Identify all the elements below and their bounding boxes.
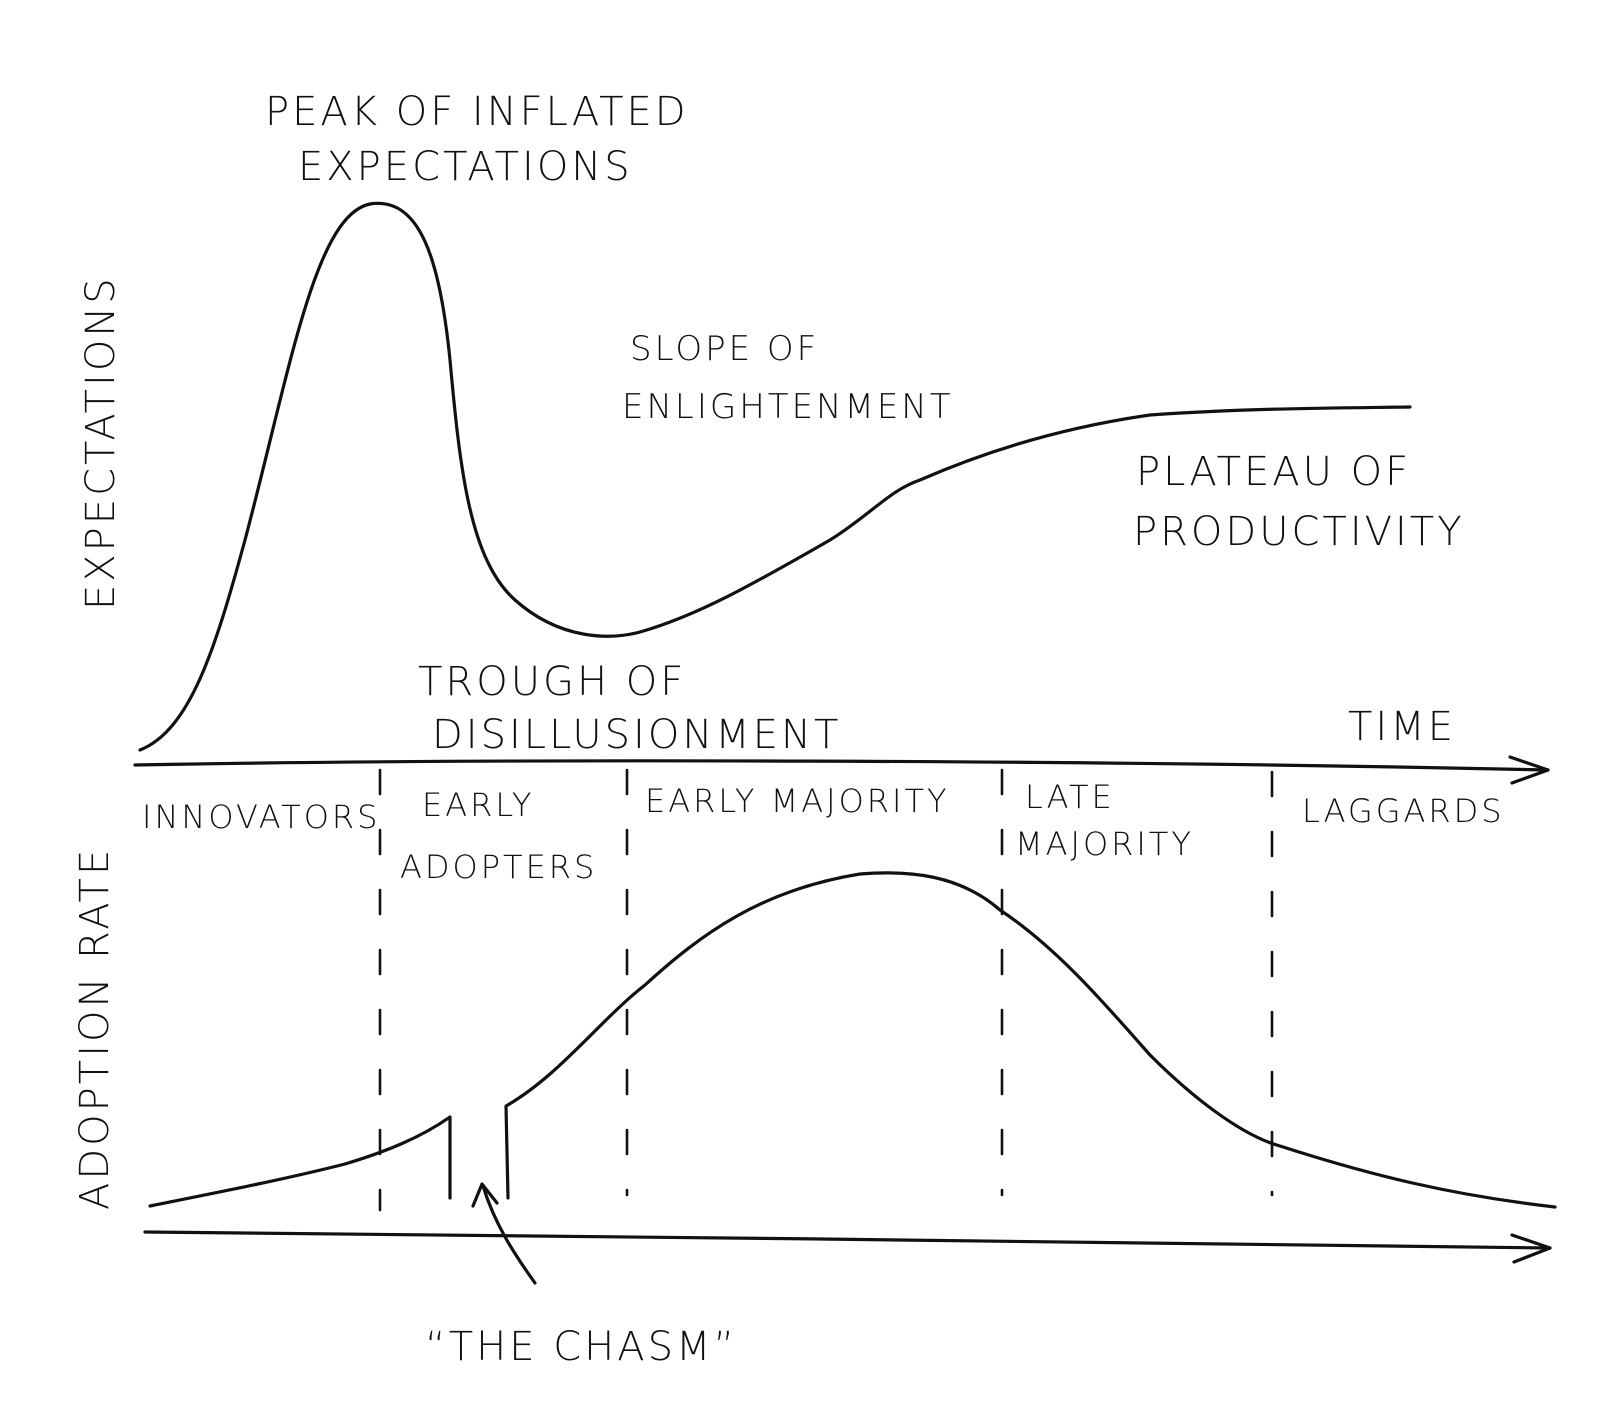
segment-early-majority: EARLY MAJORITY	[645, 782, 950, 820]
time-axis-arrowhead	[1508, 755, 1550, 785]
trough-label-line1: TROUGH OF	[418, 659, 686, 705]
chasm-arrowhead	[471, 1182, 499, 1208]
chasm-label: “THE CHASM”	[425, 1324, 737, 1370]
segment-late-majority-line2: MAJORITY	[1015, 825, 1194, 863]
adoption-axis	[143, 1230, 1552, 1250]
adoption-rate-axis-label: ADOPTION RATE	[72, 847, 118, 1210]
segment-innovators: INNOVATORS	[142, 798, 380, 836]
expectations-axis-label: EXPECTATIONS	[78, 275, 124, 610]
plateau-label-line1: PLATEAU OF	[1136, 449, 1411, 495]
trough-label-line2: DISILLUSIONMENT	[432, 712, 841, 758]
adoption-curve-right	[504, 871, 1557, 1209]
chasm-arrow	[481, 1184, 537, 1285]
segment-late-majority-line1: LATE	[1025, 778, 1115, 816]
segment-laggards: LAGGARDS	[1302, 792, 1505, 830]
adoption-curve-left	[148, 1115, 452, 1208]
adoption-axis-arrowhead	[1510, 1233, 1552, 1264]
hype-cycle-curve	[138, 201, 1412, 752]
plateau-label-line2: PRODUCTIVITY	[1133, 509, 1465, 555]
segment-early-adopters-line2: ADOPTERS	[400, 848, 597, 886]
segment-early-adopters-line1: EARLY	[422, 786, 534, 824]
time-axis-label: TIME	[1348, 704, 1456, 750]
slope-label-line1: SLOPE OF	[630, 329, 819, 369]
peak-label-line1: PEAK OF INFLATED	[265, 89, 689, 135]
slope-label-line2: ENLIGHTENMENT	[622, 387, 954, 427]
time-axis	[133, 759, 1550, 772]
peak-label-line2: EXPECTATIONS	[298, 144, 633, 190]
